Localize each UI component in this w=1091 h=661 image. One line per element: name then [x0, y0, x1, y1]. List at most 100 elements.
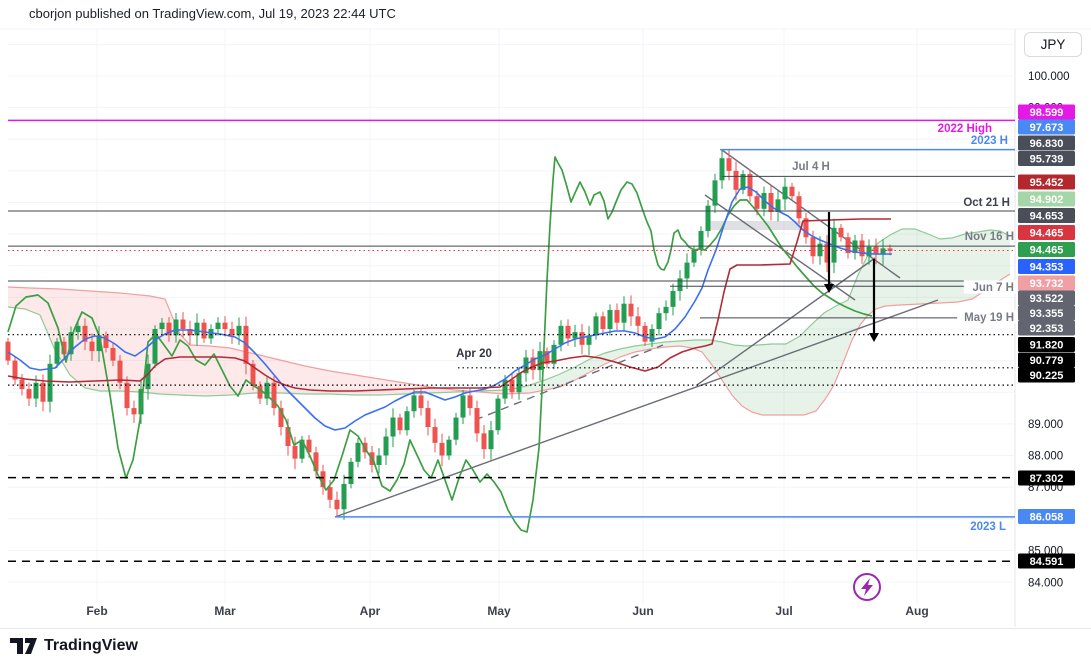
candle-body [572, 332, 578, 339]
candle-body [481, 433, 487, 450]
candle-body [110, 347, 116, 361]
annotation-apr-20: Apr 20 [456, 348, 492, 360]
candle-body [859, 240, 865, 257]
candles-layer [5, 149, 893, 520]
candle-body [712, 180, 718, 206]
annotation-may-19-h: May 19 H [964, 312, 1014, 324]
candle-body [390, 417, 396, 437]
price-label-box [1018, 470, 1075, 486]
candle-body [306, 439, 312, 453]
price-label-93.522: 93.522 [1030, 293, 1064, 305]
down-arrow-head [869, 333, 879, 342]
candle-body [250, 363, 256, 386]
price-label-94.653: 94.653 [1030, 211, 1064, 223]
price-label-94.465: 94.465 [1030, 228, 1064, 240]
price-label-93.732: 93.732 [1030, 278, 1064, 290]
price-label-box [1018, 337, 1075, 352]
candle-body [313, 452, 319, 472]
price-label-box [1018, 225, 1075, 240]
annotation-jun-7-h: Jun 7 H [972, 282, 1014, 294]
month-label-aug: Aug [905, 604, 928, 618]
candle-body [320, 471, 326, 488]
candle-body [264, 382, 270, 399]
candle-body [19, 379, 25, 390]
annotation-2023-h: 2023 H [971, 135, 1008, 147]
candle-body [355, 442, 361, 462]
candle-body [600, 316, 606, 329]
candle-body [537, 351, 543, 371]
candle-body [565, 325, 571, 339]
flash-boost-icon[interactable] [853, 573, 881, 601]
candle-body [726, 158, 732, 171]
candle-body [530, 357, 536, 371]
price-label-84.591: 84.591 [1030, 556, 1064, 568]
annotation-bg [963, 280, 1018, 294]
candle-body [677, 278, 683, 292]
price-label-box [1018, 305, 1075, 321]
annotation-2023-l: 2023 L [970, 521, 1006, 533]
candle-body [621, 303, 627, 323]
candle-body [810, 237, 816, 257]
axis-tick-88.000: 88.000 [1028, 451, 1063, 463]
candle-body [173, 319, 179, 336]
month-label-apr: Apr [360, 604, 381, 618]
candle-body [257, 385, 263, 399]
candle-body [747, 174, 753, 197]
candle-body [873, 246, 879, 255]
candle-body [663, 306, 669, 314]
price-label-90.225: 90.225 [1030, 370, 1064, 382]
tradingview-wordmark: TradingView [44, 636, 138, 654]
price-label-87.302: 87.302 [1030, 473, 1064, 485]
price-label-box [1018, 259, 1075, 274]
candle-body [775, 199, 781, 212]
candle-body [82, 325, 88, 342]
candle-body [348, 461, 354, 484]
axis-tick-89.000: 89.000 [1028, 419, 1063, 431]
price-label-box [1018, 367, 1075, 383]
candle-body [628, 303, 634, 317]
price-label-box [1018, 104, 1075, 120]
candle-body [691, 249, 697, 263]
candle-body [292, 446, 298, 459]
candle-body [544, 351, 550, 364]
annotation-2022-high: 2022 High [938, 123, 992, 135]
candle-body [334, 499, 340, 510]
candle-body [166, 322, 172, 336]
price-label-95.739: 95.739 [1030, 154, 1064, 166]
candle-body [845, 237, 851, 254]
candle-body [607, 310, 613, 329]
footer-bar: TradingView [0, 628, 1091, 661]
candle-body [397, 417, 403, 431]
candle-body [796, 196, 802, 219]
down-arrow-head [824, 284, 834, 293]
trend-line [696, 257, 876, 386]
price-label-box [1018, 290, 1075, 306]
candle-body [509, 379, 515, 393]
candle-body [446, 439, 452, 456]
currency-toggle-button[interactable]: JPY [1024, 32, 1082, 57]
candle-body [817, 243, 823, 257]
price-label-94.465: 94.465 [1030, 245, 1064, 257]
candle-body [26, 389, 32, 399]
candle-body [803, 218, 809, 238]
tradingview-logo-icon [10, 637, 37, 654]
candle-body [425, 408, 431, 428]
candle-body [222, 322, 228, 329]
candle-body [376, 455, 382, 465]
candle-body [418, 395, 424, 409]
price-label-box [1018, 509, 1075, 524]
price-label-box [1018, 191, 1075, 207]
candle-body [404, 411, 410, 431]
price-label-94.353: 94.353 [1030, 262, 1064, 274]
candle-body [229, 329, 235, 336]
candle-body [614, 310, 620, 323]
annotation-oct-21-h: Oct 21 H [963, 197, 1010, 209]
price-label-box [1018, 275, 1075, 291]
candle-body [642, 325, 648, 342]
candle-body [180, 319, 186, 329]
candle-body [502, 379, 508, 399]
publish-attribution: cborjon published on TradingView.com, Ju… [29, 6, 396, 21]
candle-body [467, 395, 473, 409]
